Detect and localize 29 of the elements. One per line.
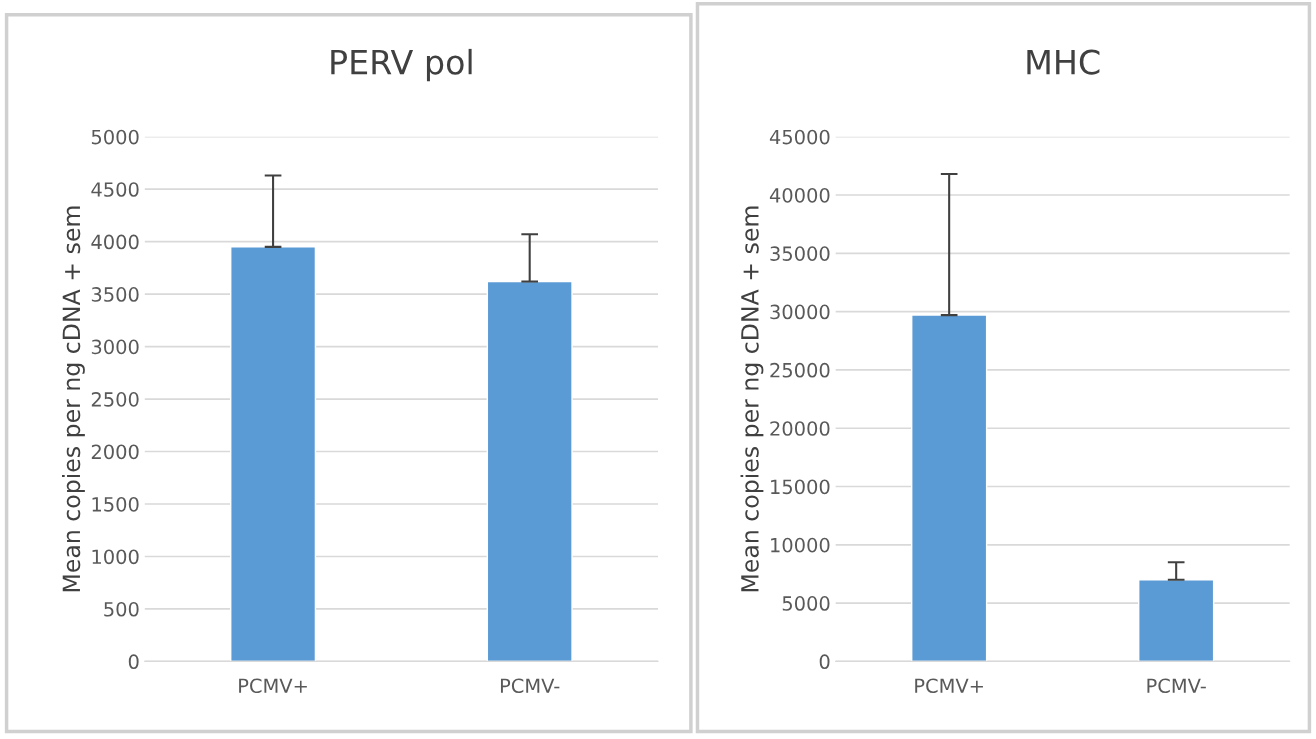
y-tick-label: 1000 [92,549,139,565]
x-tick-label: PCMV- [1147,678,1206,694]
y-tick-label: 3000 [91,339,139,355]
y-tick-label: 500 [104,601,139,617]
y-tick-label: 15000 [771,479,830,495]
y-axis-title: Mean copies per ng cDNA + sem [62,206,85,592]
y-tick-label: 5000 [782,596,830,611]
y-tick-label: 4000 [91,234,139,250]
x-tick-label: PCMV+ [915,678,983,694]
y-tick-label: 1500 [92,496,139,512]
y-tick-label: 20000 [770,421,830,436]
chart-title: MHC [1027,49,1100,75]
x-tick-label: PCMV- [500,678,560,694]
y-tick-label: 35000 [770,246,830,261]
y-tick-label: 25000 [770,362,830,378]
chart-title: PERV pol [331,48,472,82]
y-tick-label: 2000 [91,444,139,460]
y-tick-label: 10000 [771,537,830,553]
y-tick-label: 5000 [91,129,139,145]
y-axis-title: Mean copies per ng cDNA + sem [740,206,764,592]
y-tick-label: 2500 [91,392,139,407]
y-tick-label: 0 [128,654,139,670]
y-tick-label: 3500 [91,287,139,302]
y-tick-label: 4500 [91,182,139,197]
y-tick-label: 45000 [769,129,830,145]
y-tick-label: 30000 [770,304,830,320]
x-tick-label: PCMV+ [239,678,307,694]
y-tick-label: 0 [819,654,830,670]
y-tick-label: 40000 [769,187,830,203]
